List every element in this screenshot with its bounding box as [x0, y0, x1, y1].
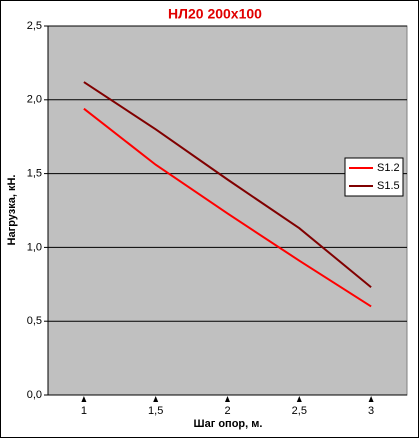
y-tick-label: 1,5 [27, 168, 42, 180]
x-tick-label: 1 [81, 405, 87, 417]
line [83, 107, 372, 308]
legend-label: S1.2 [377, 162, 400, 174]
x-tick-label: 1,5 [148, 405, 163, 417]
legend-label: S1.5 [377, 180, 400, 192]
y-tick-label: 2,0 [27, 94, 42, 106]
x-tick [368, 396, 374, 402]
x-axis-title: Шаг опор, м. [194, 418, 263, 430]
y-axis-title: Нагрузка, кН. [6, 175, 18, 246]
x-tick [296, 396, 302, 402]
chart-title: НЛ20 200x100 [168, 6, 262, 22]
x-tick [81, 396, 87, 402]
x-tick-label: 2 [224, 405, 230, 417]
x-tick [153, 396, 159, 402]
x-tick [225, 396, 230, 402]
y-tick-label: 1,0 [27, 241, 42, 253]
line [83, 81, 372, 289]
plot-area [47, 25, 408, 396]
x-tick-label: 3 [368, 405, 374, 417]
y-tick-label: 0,0 [27, 389, 42, 401]
x-tick-label: 2,5 [292, 405, 307, 417]
y-tick-label: 0,5 [27, 315, 42, 327]
legend-box [344, 157, 404, 197]
y-tick-label: 2,5 [27, 20, 42, 32]
